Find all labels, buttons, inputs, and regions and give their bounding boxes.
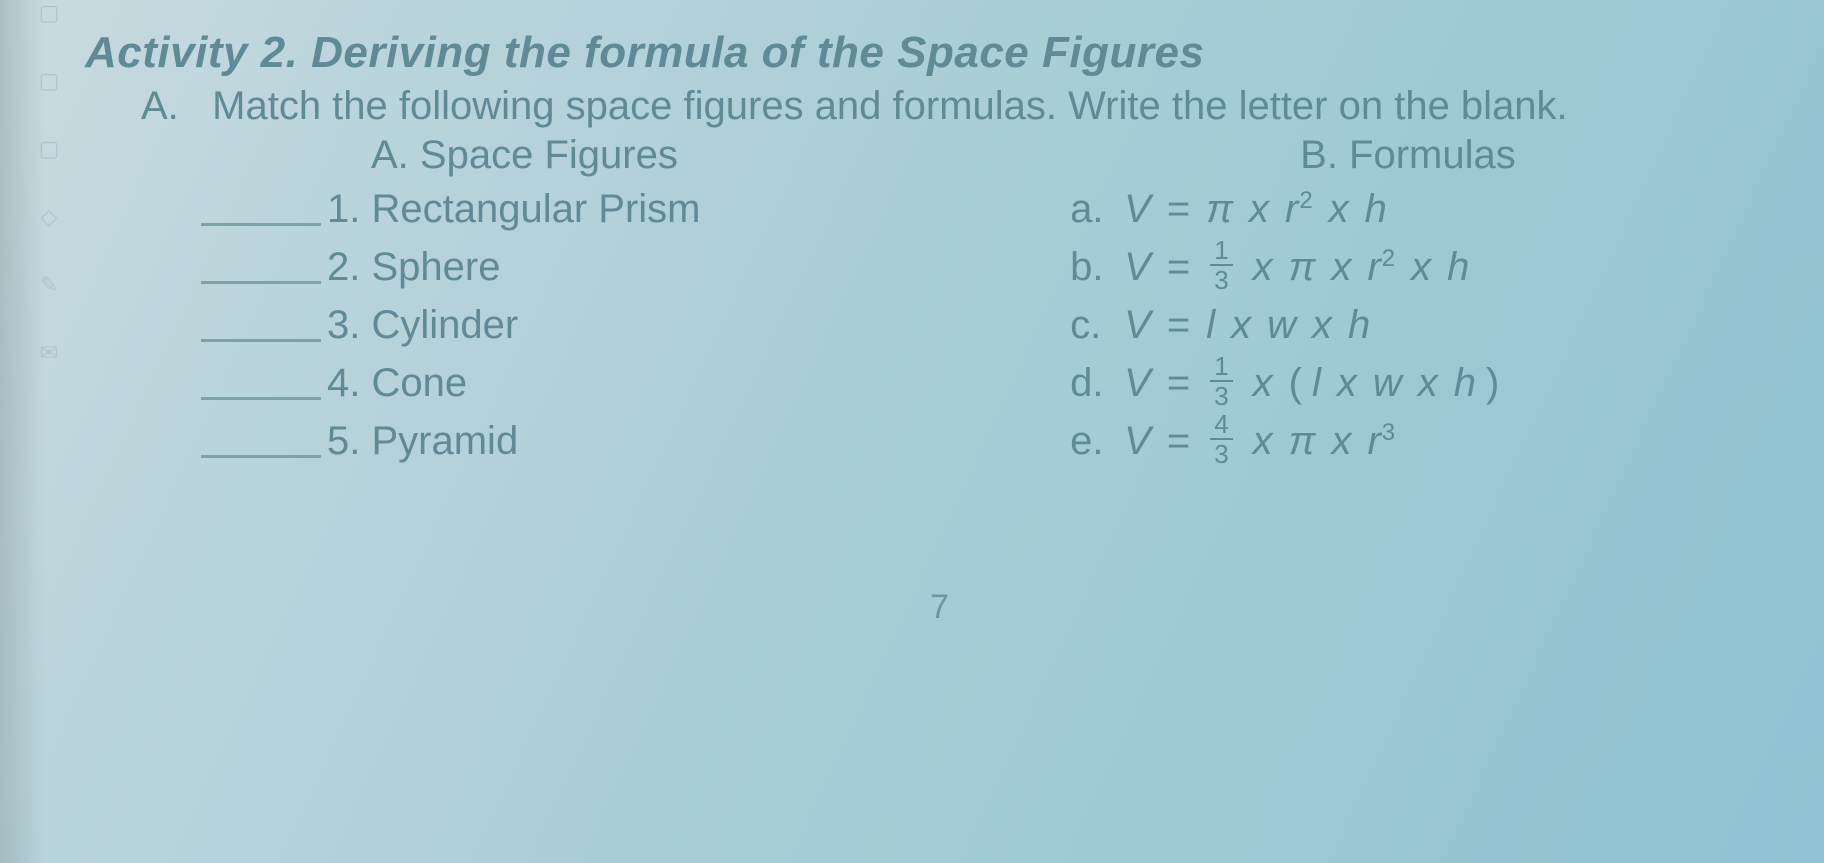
times: x <box>1331 354 1363 412</box>
times: x <box>1225 296 1257 354</box>
var-w: w <box>1267 296 1296 354</box>
var-l: l <box>1206 296 1215 354</box>
left-column: A. Space Figures 1. Rectangular Prism 2.… <box>141 133 1050 470</box>
formula-label: c. <box>1070 296 1114 354</box>
worksheet-content: Activity 2. Deriving the formula of the … <box>85 28 1794 470</box>
figure-number: 5. <box>327 412 360 470</box>
times: x <box>1243 180 1275 238</box>
margin-glyph: ✉ <box>34 342 64 364</box>
equals: = <box>1161 354 1196 412</box>
var-v: V <box>1124 296 1151 354</box>
times: x <box>1306 296 1338 354</box>
times: x <box>1247 412 1279 470</box>
times: x <box>1247 354 1279 412</box>
var-v: V <box>1124 180 1151 238</box>
figure-number: 1. <box>327 180 360 238</box>
figure-row: 4. Cone <box>201 354 1050 412</box>
answer-blank[interactable] <box>201 370 321 400</box>
equals: = <box>1161 412 1196 470</box>
formula-row-e: e. V = 4 3 x π x r3 <box>1070 412 1794 470</box>
var-v: V <box>1124 238 1151 296</box>
r-squared: r2 <box>1285 180 1313 238</box>
formula-label: b. <box>1070 238 1114 296</box>
instruction-line: A. Match the following space figures and… <box>141 84 1794 129</box>
margin-glyph: ▢ <box>34 70 64 92</box>
margin-glyph: ◇ <box>34 206 64 228</box>
margin-glyph: ▢ <box>34 138 64 160</box>
formula-list: a. V = π x r2 x h b. V = 1 3 <box>1070 180 1794 470</box>
figure-name: Cylinder <box>371 296 518 354</box>
formula-row-c: c. V = l x w x h <box>1070 296 1794 354</box>
times: x <box>1325 412 1357 470</box>
times: x <box>1325 238 1357 296</box>
var-w: w <box>1373 354 1402 412</box>
figure-row: 1. Rectangular Prism <box>201 180 1050 238</box>
fraction-one-third: 1 3 <box>1210 237 1232 293</box>
times: x <box>1247 238 1279 296</box>
times: x <box>1405 238 1437 296</box>
figure-list: 1. Rectangular Prism 2. Sphere 3. Cylind… <box>201 180 1050 470</box>
margin-decorations: ▢ ▢ ▢ ◇ ✎ ✉ <box>34 0 64 863</box>
formula-row-d: d. V = 1 3 x ( l x w x h ) <box>1070 354 1794 412</box>
figure-name: Cone <box>371 354 467 412</box>
figure-name: Sphere <box>371 238 500 296</box>
formula-row-a: a. V = π x r2 x h <box>1070 180 1794 238</box>
formula-label: e. <box>1070 412 1114 470</box>
right-column: B. Formulas a. V = π x r2 x h b. V <box>1050 133 1794 470</box>
equals: = <box>1161 238 1196 296</box>
page-number: 7 <box>930 588 949 627</box>
instruction-label: A. <box>141 84 179 128</box>
figure-number: 4. <box>327 354 360 412</box>
right-column-heading: B. Formulas <box>1300 133 1794 178</box>
var-h: h <box>1365 180 1387 238</box>
margin-glyph: ▢ <box>34 2 64 24</box>
figure-number: 2. <box>327 238 360 296</box>
left-column-heading: A. Space Figures <box>371 133 1050 178</box>
figure-name: Rectangular Prism <box>371 180 700 238</box>
answer-blank[interactable] <box>201 254 321 284</box>
open-paren: ( <box>1289 354 1302 412</box>
var-l: l <box>1312 354 1321 412</box>
var-v: V <box>1124 412 1151 470</box>
columns-wrapper: A. Space Figures 1. Rectangular Prism 2.… <box>141 133 1794 470</box>
figure-name: Pyramid <box>371 412 518 470</box>
close-paren: ) <box>1486 354 1499 412</box>
var-h: h <box>1348 296 1370 354</box>
pi: π <box>1289 412 1316 470</box>
answer-blank[interactable] <box>201 196 321 226</box>
answer-blank[interactable] <box>201 428 321 458</box>
equals: = <box>1161 296 1196 354</box>
formula-label: d. <box>1070 354 1114 412</box>
figure-row: 3. Cylinder <box>201 296 1050 354</box>
var-h: h <box>1454 354 1476 412</box>
pi: π <box>1289 238 1316 296</box>
r-cubed: r3 <box>1367 412 1395 470</box>
instruction-text: Match the following space figures and fo… <box>212 84 1568 128</box>
times: x <box>1412 354 1444 412</box>
var-v: V <box>1124 354 1151 412</box>
equals: = <box>1161 180 1196 238</box>
formula-row-b: b. V = 1 3 x π x r2 x h <box>1070 238 1794 296</box>
figure-row: 5. Pyramid <box>201 412 1050 470</box>
formula-label: a. <box>1070 180 1114 238</box>
figure-number: 3. <box>327 296 360 354</box>
answer-blank[interactable] <box>201 312 321 342</box>
margin-glyph: ✎ <box>34 274 64 296</box>
activity-title: Activity 2. Deriving the formula of the … <box>85 28 1794 78</box>
figure-row: 2. Sphere <box>201 238 1050 296</box>
var-h: h <box>1447 238 1469 296</box>
times: x <box>1323 180 1355 238</box>
fraction-four-thirds: 4 3 <box>1210 411 1232 467</box>
pi: π <box>1206 180 1233 238</box>
r-squared: r2 <box>1367 238 1395 296</box>
fraction-one-third: 1 3 <box>1210 353 1232 409</box>
